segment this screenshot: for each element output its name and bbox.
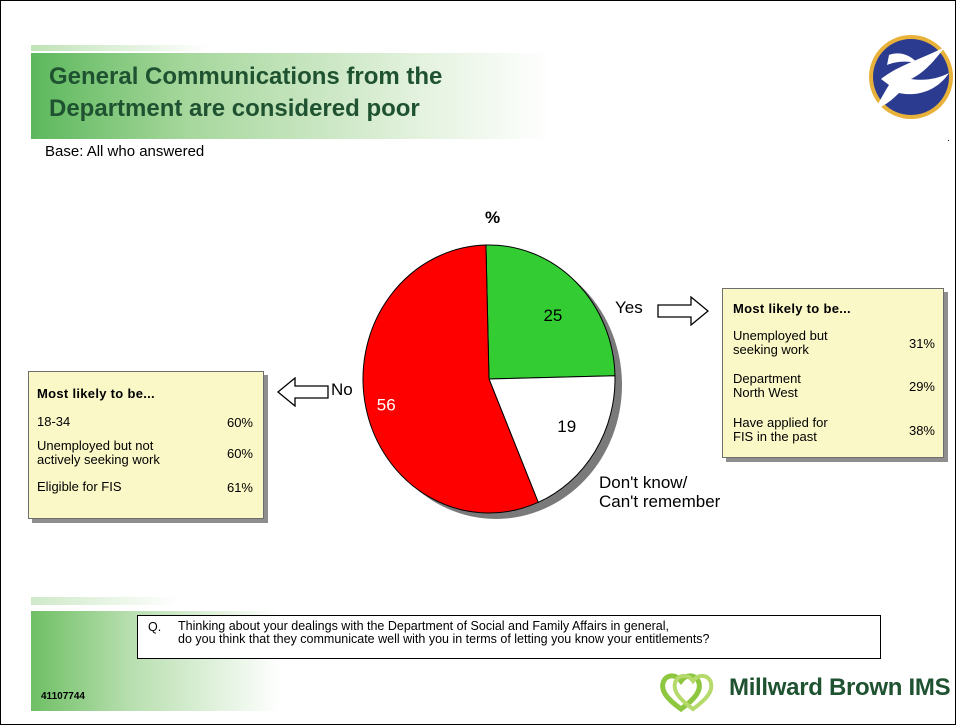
brand-name: Millward Brown IMS: [729, 674, 951, 701]
row-value: 29%: [908, 378, 935, 394]
row-label: North West: [733, 385, 798, 400]
value-label-dont-know: 19: [557, 417, 576, 436]
slide-title-line2: Department are considered poor: [49, 95, 420, 122]
list-item: Have applied for FIS in the past 38%: [733, 408, 937, 452]
slide-title-line1: General Communications from the: [49, 63, 443, 90]
row-value: 31%: [908, 335, 935, 351]
row-label: Unemployed but: [733, 328, 828, 343]
row-label: Eligible for FIS: [37, 479, 122, 494]
arrow-left-icon: [277, 377, 329, 407]
chart-title: %: [485, 208, 501, 227]
slide-title: General Communications from the Departme…: [49, 61, 569, 125]
list-item: Unemployed but seeking work 31%: [733, 322, 937, 364]
dove-emblem-icon: [865, 27, 953, 119]
pie-slice-dont-know: [488, 375, 616, 504]
row-label: seeking work: [733, 342, 809, 357]
label-dont-know-line1: Don't know/: [599, 473, 688, 492]
question-box: Q. Thinking about your dealings with the…: [137, 615, 881, 659]
list-item: Eligible for FIS 61%: [37, 473, 255, 501]
label-no: No: [331, 380, 353, 399]
pie-slice-yes: [485, 244, 616, 380]
list-item: Department North West 29%: [733, 364, 937, 408]
value-label-no: 56: [377, 396, 396, 415]
arrow-right-icon: [657, 296, 709, 326]
row-label: Unemployed but not: [37, 438, 154, 453]
row-value: 60%: [226, 414, 253, 430]
question-line1: Thinking about your dealings with the De…: [178, 619, 670, 633]
slide-code: 41107744: [41, 691, 85, 702]
footer-accent-line: [31, 597, 181, 605]
question-marker: Q.: [148, 620, 162, 634]
row-value: 61%: [226, 479, 253, 495]
list-item: 18-34 60%: [37, 411, 255, 433]
left-callout-header: Most likely to be...: [37, 386, 155, 401]
row-value: 60%: [226, 445, 253, 461]
question-line2: do you think that they communicate well …: [178, 632, 710, 646]
row-label: 18-34: [37, 414, 71, 429]
right-callout-header: Most likely to be...: [733, 301, 851, 316]
header-accent-line: [31, 45, 211, 51]
edge-mark: .: [947, 133, 950, 144]
list-item: Unemployed but not actively seeking work …: [37, 433, 255, 473]
row-label: actively seeking work: [37, 452, 160, 467]
row-label: Department: [733, 371, 801, 386]
millward-brown-logo: [660, 673, 714, 713]
pie-slice-no: [362, 244, 539, 514]
right-callout-box: Most likely to be... Unemployed but seeki…: [722, 288, 944, 458]
label-dont-know-line2: Can't remember: [599, 492, 721, 511]
left-callout-box: Most likely to be... 18-34 60% Unemploye…: [28, 371, 264, 519]
label-dont-know: Don't know/ Can't remember: [599, 473, 720, 511]
label-yes: Yes: [615, 298, 643, 317]
base-note: Base: All who answered: [45, 143, 205, 160]
row-label: FIS in the past: [733, 429, 817, 444]
row-value: 38%: [908, 422, 935, 438]
header-band: [31, 53, 551, 139]
row-label: Have applied for: [733, 415, 828, 430]
pie-chart: 25 19 56: [362, 244, 622, 519]
question-text: Thinking about your dealings with the De…: [178, 620, 710, 646]
heart-logo-icon: [660, 673, 702, 713]
value-label-yes: 25: [543, 306, 562, 325]
